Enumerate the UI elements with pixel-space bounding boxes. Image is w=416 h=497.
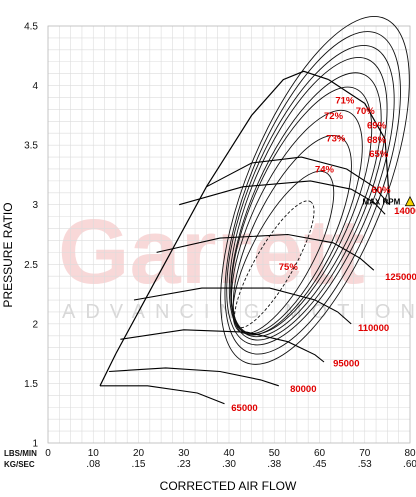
speed-label-80000: 80000 xyxy=(290,384,316,395)
x-tick-sub-label: .30 xyxy=(222,459,236,470)
speed-line-80000 xyxy=(109,367,279,387)
y-tick-label: 1.5 xyxy=(24,379,38,390)
efficiency-island-68pct xyxy=(226,45,395,346)
speed-label-125000: 125000 xyxy=(385,272,416,283)
x-tick-label: 80 xyxy=(404,448,416,459)
surge-line xyxy=(99,70,329,387)
efficiency-island-60pct xyxy=(220,16,410,365)
y-tick-label: 1 xyxy=(32,439,38,450)
efficiency-island-70pct xyxy=(230,72,382,338)
efficiency-label: 74% xyxy=(315,165,335,176)
map-boundary xyxy=(99,70,391,387)
axes: 1 1.5 2 2.5 3 3.5 4 4.5 0 10.08 20.15 30.23 40.30 50.… xyxy=(24,22,416,471)
speed-line-140000 xyxy=(179,180,386,215)
efficiency-label: 68% xyxy=(367,135,387,146)
efficiency-label: 73% xyxy=(326,134,346,145)
x-tick-sub-label: .08 xyxy=(86,459,100,470)
map-labels: 65000 80000 95000 110000 125000 140000MAX RPM… xyxy=(231,95,416,413)
x-tick-sub-label: .60 xyxy=(403,459,416,470)
speed-label-110000: 110000 xyxy=(358,323,389,334)
speed-line-110000 xyxy=(133,287,352,325)
plot-frame xyxy=(47,25,411,444)
grid xyxy=(47,25,411,444)
x-tick-sub-label: .53 xyxy=(358,459,372,470)
x-tick-sub-label: .45 xyxy=(313,459,327,470)
speed-line-125000 xyxy=(156,233,375,271)
x-tick-label: 40 xyxy=(223,448,235,459)
x-tick-sub-label: .23 xyxy=(177,459,191,470)
x-tick-label: 10 xyxy=(88,448,100,459)
speed-label-max-rpm: MAX RPM xyxy=(362,198,400,207)
efficiency-label: 70% xyxy=(356,106,376,117)
speed-label-140000: 140000 xyxy=(394,206,416,217)
x-tick-sub-label: .38 xyxy=(267,459,281,470)
efficiency-label: 71% xyxy=(335,95,355,106)
efficiency-islands xyxy=(220,16,410,365)
y-tick-label: 3.5 xyxy=(24,141,38,152)
x-axis-unit-primary: LBS/MIN xyxy=(4,449,37,458)
efficiency-label: 72% xyxy=(324,111,344,122)
x-tick-sub-label: .15 xyxy=(132,459,146,470)
x-tick-label: 60 xyxy=(314,448,326,459)
y-tick-label: 3 xyxy=(32,200,38,211)
x-tick-label: 30 xyxy=(178,448,190,459)
efficiency-label: 60% xyxy=(372,185,392,196)
warning-icon xyxy=(404,195,416,207)
y-tick-label: 4 xyxy=(32,81,38,92)
efficiency-label: 69% xyxy=(367,120,387,131)
speed-label-95000: 95000 xyxy=(333,359,359,370)
x-axis-unit-secondary: KG/SEC xyxy=(4,460,35,469)
efficiency-label: 65% xyxy=(369,149,389,160)
efficiency-label: 75% xyxy=(279,262,299,273)
watermark: Garrett ADVANCING MOTION xyxy=(58,201,415,323)
x-axis-title: CORRECTED AIR FLOW xyxy=(160,479,297,493)
y-tick-label: 2 xyxy=(32,319,38,330)
x-tick-label: 20 xyxy=(133,448,145,459)
speed-line-max-rpm xyxy=(206,156,391,206)
y-tick-label: 2.5 xyxy=(24,260,38,271)
speed-label-65000: 65000 xyxy=(231,403,257,414)
efficiency-island-69pct xyxy=(228,57,388,341)
x-tick-label: 50 xyxy=(269,448,281,459)
x-tick-label: 70 xyxy=(359,448,371,459)
speed-line-95000 xyxy=(120,329,325,363)
speed-line-65000 xyxy=(100,385,225,405)
x-tick-label: 0 xyxy=(45,448,51,459)
efficiency-island-65pct xyxy=(224,31,401,355)
choke-line xyxy=(328,79,391,205)
speed-lines xyxy=(100,156,391,405)
y-tick-label: 4.5 xyxy=(24,22,38,33)
y-axis-title: PRESSURE RATIO xyxy=(1,202,15,307)
